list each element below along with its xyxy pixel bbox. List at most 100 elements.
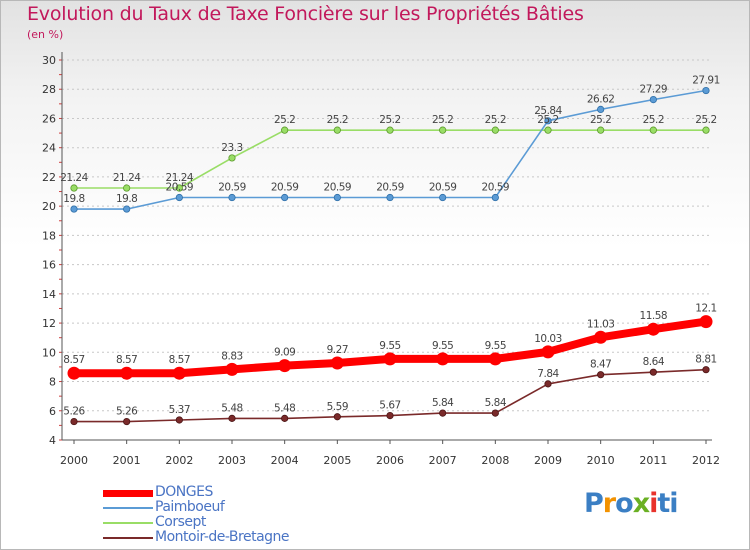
data-label: 27.91 <box>692 75 720 87</box>
data-label: 25.2 <box>379 114 400 126</box>
data-label: 5.26 <box>63 406 85 418</box>
data-label: 9.55 <box>379 340 400 352</box>
y-tick-label: 6 <box>49 405 56 418</box>
data-label: 21.24 <box>60 172 88 184</box>
data-point <box>702 366 710 374</box>
data-label: 19.8 <box>116 193 137 205</box>
data-label: 25.2 <box>537 114 558 126</box>
data-label: 25.2 <box>590 114 611 126</box>
data-label: 23.3 <box>221 142 242 154</box>
data-label: 20.59 <box>166 182 194 194</box>
legend-label-corsept: Corsept <box>155 514 206 530</box>
data-label: 8.57 <box>169 354 190 366</box>
y-tick-label: 28 <box>42 83 56 96</box>
x-tick-label: 2001 <box>113 454 141 467</box>
data-point <box>228 414 236 422</box>
data-point <box>646 322 660 336</box>
data-point <box>386 193 394 202</box>
y-tick-label: 20 <box>42 200 56 213</box>
axes: 4 6 8 10 12 14 16 18 20 22 24 26 28 30 2000 2001 2002 200… <box>42 52 720 467</box>
data-label: 27.29 <box>640 84 668 96</box>
legend-label-montoir: Montoir-de-Bretagne <box>155 529 290 545</box>
data-label: 19.8 <box>63 193 84 205</box>
data-label: 25.2 <box>274 114 295 126</box>
data-point <box>649 126 657 134</box>
series-lines <box>70 89 710 423</box>
data-point <box>330 356 344 370</box>
x-tick-label: 2005 <box>323 454 351 467</box>
data-point <box>70 184 78 192</box>
data-point <box>702 126 710 134</box>
data-point <box>67 366 81 380</box>
x-tick-label: 2004 <box>271 454 299 467</box>
data-label: 8.57 <box>63 354 84 366</box>
data-label: 11.03 <box>587 318 615 330</box>
data-point <box>386 411 394 420</box>
x-tick-label: 2000 <box>60 454 88 467</box>
data-point <box>228 154 236 162</box>
proxiti-logo: Proxiti <box>584 488 679 519</box>
data-point <box>333 126 341 134</box>
y-tick-label: 4 <box>49 434 56 447</box>
data-point <box>541 345 555 359</box>
legend-label-paimboeuf: Paimboeuf <box>155 499 225 515</box>
data-point <box>491 193 499 202</box>
data-label: 25.2 <box>695 114 716 126</box>
data-label: 11.58 <box>640 310 668 322</box>
x-tick-label: 2008 <box>481 454 509 467</box>
legend-label-donges: DONGES <box>155 484 213 500</box>
data-point <box>439 126 447 134</box>
chart-title: Evolution du Taux de Taxe Foncière sur l… <box>27 3 584 25</box>
data-point <box>123 205 131 213</box>
data-label: 5.48 <box>221 402 242 414</box>
data-label: 7.84 <box>537 368 559 380</box>
data-label: 20.59 <box>429 182 457 194</box>
y-tick-label: 16 <box>42 259 56 272</box>
data-point <box>333 193 341 202</box>
y-tick-label: 14 <box>42 288 56 301</box>
data-point <box>386 126 394 134</box>
data-point <box>491 409 499 417</box>
x-tick-label: 2007 <box>429 454 457 467</box>
data-point <box>123 417 131 426</box>
data-point <box>544 380 552 388</box>
data-label: 25.84 <box>534 105 562 117</box>
data-point <box>597 105 605 114</box>
data-point <box>597 126 605 134</box>
data-point <box>281 414 289 422</box>
data-label: 20.59 <box>324 182 352 194</box>
y-tick-label: 12 <box>42 317 56 330</box>
data-point <box>281 126 289 134</box>
y-tick-label: 18 <box>42 229 56 242</box>
data-point <box>120 366 134 380</box>
data-point <box>172 366 186 380</box>
y-tick-label: 26 <box>42 112 56 125</box>
data-label: 20.59 <box>376 182 404 194</box>
data-point <box>649 96 657 104</box>
series-points <box>67 86 713 426</box>
data-label: 9.27 <box>327 344 348 356</box>
data-label: 9.09 <box>274 347 295 359</box>
data-label: 12.1 <box>695 303 716 315</box>
x-tick-label: 2006 <box>376 454 404 467</box>
data-point <box>597 371 605 379</box>
legend-swatch-corsept <box>103 522 153 524</box>
data-point <box>278 359 292 373</box>
data-point <box>333 413 341 421</box>
data-point <box>175 416 183 424</box>
data-label: 10.03 <box>534 333 562 345</box>
data-label: 25.2 <box>643 114 664 126</box>
data-label: 5.37 <box>169 404 190 416</box>
data-point <box>544 126 552 134</box>
legend-swatch-paimboeuf <box>103 507 153 509</box>
data-label: 8.83 <box>221 350 242 362</box>
data-point <box>436 352 450 366</box>
data-point <box>491 126 499 134</box>
data-label: 21.24 <box>113 172 141 184</box>
data-point <box>70 205 78 213</box>
data-label: 20.59 <box>218 182 246 194</box>
data-label: 26.62 <box>587 93 615 105</box>
data-label: 5.48 <box>274 402 295 414</box>
data-point <box>488 352 502 366</box>
